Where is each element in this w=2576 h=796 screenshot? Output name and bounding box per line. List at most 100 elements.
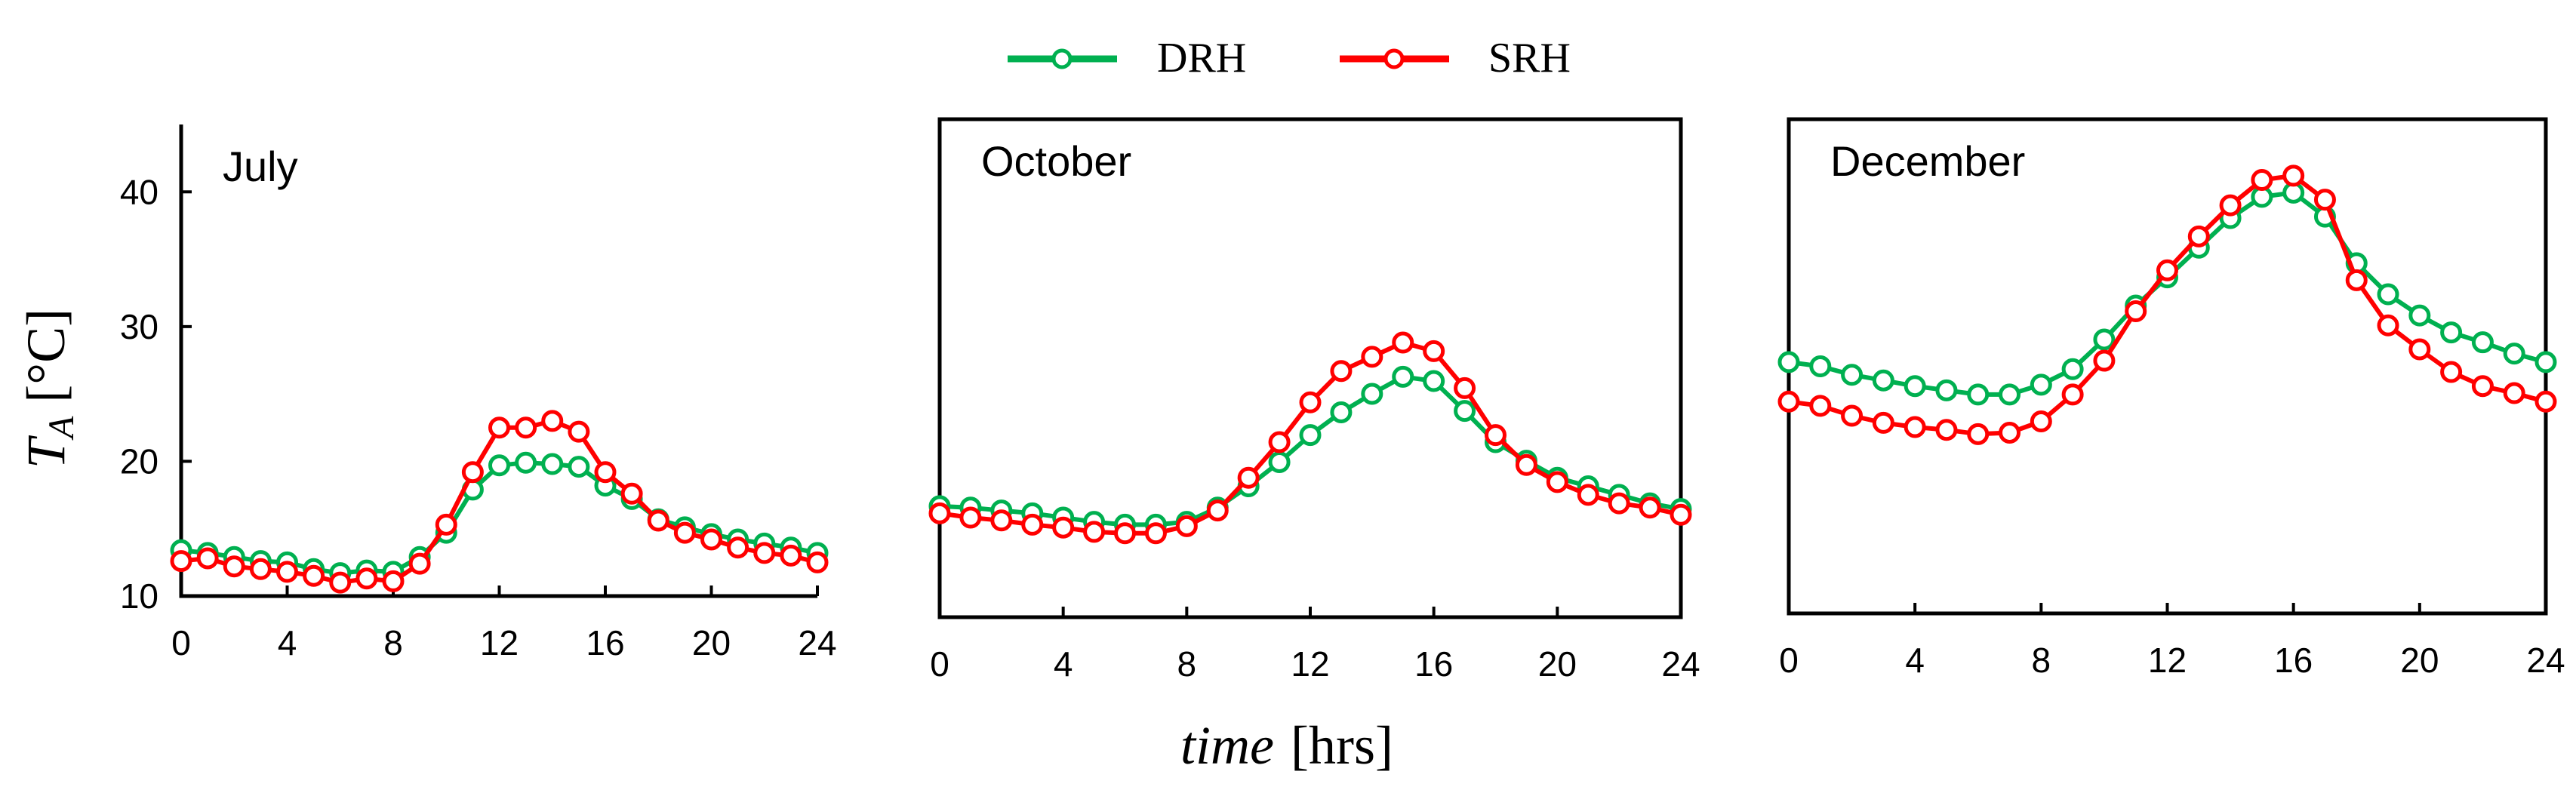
legend-label-drh: DRH <box>1157 35 1246 81</box>
x-tick-label-october-0: 0 <box>930 644 949 684</box>
series-line-july-srh <box>180 418 818 585</box>
point-december-drh-10 <box>2093 328 2116 351</box>
point-july-srh-0 <box>170 550 192 573</box>
point-december-srh-13 <box>2187 225 2210 247</box>
point-december-drh-3 <box>1872 369 1894 392</box>
point-december-drh-1 <box>1809 355 1832 377</box>
point-december-srh-6 <box>1967 423 1990 445</box>
point-december-drh-20 <box>2408 304 2431 327</box>
x-axis-label: time [hrs] <box>1180 715 1393 776</box>
point-december-srh-11 <box>2125 300 2147 323</box>
point-july-srh-1 <box>196 547 219 570</box>
point-july-srh-14 <box>541 410 564 432</box>
point-july-srh-16 <box>594 461 617 484</box>
point-december-srh-17 <box>2313 189 2336 211</box>
point-july-srh-21 <box>727 536 749 559</box>
point-december-drh-21 <box>2440 321 2463 344</box>
panel-october: October 0 4 8 12 16 20 24 <box>928 117 1700 684</box>
point-october-srh-13 <box>1330 360 1353 383</box>
legend-marker-srh <box>1383 48 1405 69</box>
point-july-srh-18 <box>647 509 669 532</box>
point-december-srh-21 <box>2440 361 2463 383</box>
y-axis-label: TA [°C] <box>16 309 82 469</box>
point-october-drh-13 <box>1330 401 1353 423</box>
point-october-srh-5 <box>1083 521 1106 543</box>
panel-title-october: October <box>981 137 1131 185</box>
y-tick-label-july-2: 30 <box>120 307 158 346</box>
point-december-srh-12 <box>2156 259 2178 281</box>
legend-label-srh: SRH <box>1488 35 1571 81</box>
point-december-srh-20 <box>2408 338 2431 361</box>
x-tick-label-october-5: 20 <box>1538 644 1577 684</box>
x-tick-label-december-5: 20 <box>2400 641 2439 680</box>
x-tick-label-july-1: 4 <box>278 623 297 662</box>
point-december-srh-1 <box>1809 395 1832 417</box>
point-october-drh-14 <box>1361 383 1383 405</box>
point-december-srh-5 <box>1935 419 1958 441</box>
point-july-srh-23 <box>780 544 802 567</box>
point-july-drh-14 <box>541 453 564 475</box>
point-july-drh-15 <box>568 456 590 478</box>
point-july-srh-9 <box>408 552 431 575</box>
x-axis-label-unit: [hrs] <box>1291 715 1393 776</box>
point-december-drh-9 <box>2061 358 2084 380</box>
point-december-srh-4 <box>1904 416 1926 438</box>
series-line-december-drh <box>1788 190 2547 397</box>
y-tick-label-july-3: 40 <box>120 172 158 211</box>
point-july-srh-3 <box>249 558 272 580</box>
point-october-srh-14 <box>1361 346 1383 368</box>
point-july-srh-8 <box>382 570 405 592</box>
point-december-srh-0 <box>1777 390 1800 413</box>
x-tick-label-december-1: 4 <box>1905 641 1925 680</box>
point-october-srh-4 <box>1052 516 1075 539</box>
y-tick-label-july-1: 20 <box>120 441 158 481</box>
panel-title-july: July <box>223 143 298 190</box>
point-december-srh-22 <box>2471 375 2494 398</box>
x-tick-label-july-2: 8 <box>383 623 403 662</box>
point-october-drh-17 <box>1454 400 1476 423</box>
point-july-srh-17 <box>620 482 643 505</box>
point-july-srh-2 <box>223 555 245 578</box>
x-tick-label-december-3: 12 <box>2148 641 2187 680</box>
y-axis-label-subscript: A <box>42 416 82 441</box>
legend-marker-drh <box>1051 48 1073 69</box>
point-july-srh-20 <box>700 528 722 551</box>
y-axis-label-symbol: T <box>16 435 76 469</box>
x-tick-label-july-6: 24 <box>798 623 836 662</box>
point-december-drh-6 <box>1967 383 1990 406</box>
legend-item-drh: DRH <box>1008 35 1246 81</box>
series-line-july-drh <box>180 460 818 576</box>
x-tick-label-july-3: 12 <box>480 623 519 662</box>
point-october-srh-20 <box>1546 471 1568 493</box>
point-october-srh-10 <box>1237 466 1260 489</box>
point-july-srh-13 <box>515 416 537 439</box>
point-july-srh-22 <box>753 542 776 564</box>
point-july-drh-12 <box>488 454 510 477</box>
x-tick-label-december-2: 8 <box>2032 641 2051 680</box>
point-december-drh-5 <box>1935 379 1958 401</box>
point-december-srh-10 <box>2093 349 2116 372</box>
point-december-srh-14 <box>2219 194 2242 217</box>
plot-frame-october <box>937 117 1683 619</box>
x-tick-label-october-6: 24 <box>1661 644 1700 684</box>
point-october-srh-2 <box>990 509 1013 532</box>
point-december-drh-7 <box>1999 383 2021 406</box>
panel-title-december: December <box>1830 137 2025 185</box>
point-december-srh-15 <box>2251 168 2273 191</box>
point-october-srh-19 <box>1515 453 1537 476</box>
point-july-srh-6 <box>329 571 352 594</box>
x-tick-label-december-0: 0 <box>1779 641 1799 680</box>
x-tick-label-december-4: 16 <box>2274 641 2313 680</box>
point-july-srh-4 <box>276 561 298 583</box>
x-tick-label-july-0: 0 <box>171 623 191 662</box>
plot-frame-july <box>179 124 817 598</box>
point-july-drh-13 <box>515 451 537 474</box>
point-december-drh-0 <box>1777 351 1800 373</box>
point-october-srh-12 <box>1299 391 1322 413</box>
point-october-srh-0 <box>928 502 951 524</box>
y-axis-label-unit: [°C] <box>16 309 76 416</box>
legend-item-srh: SRH <box>1340 35 1571 81</box>
point-october-srh-1 <box>959 506 982 529</box>
point-july-srh-15 <box>568 420 590 443</box>
point-december-srh-8 <box>2030 410 2052 432</box>
